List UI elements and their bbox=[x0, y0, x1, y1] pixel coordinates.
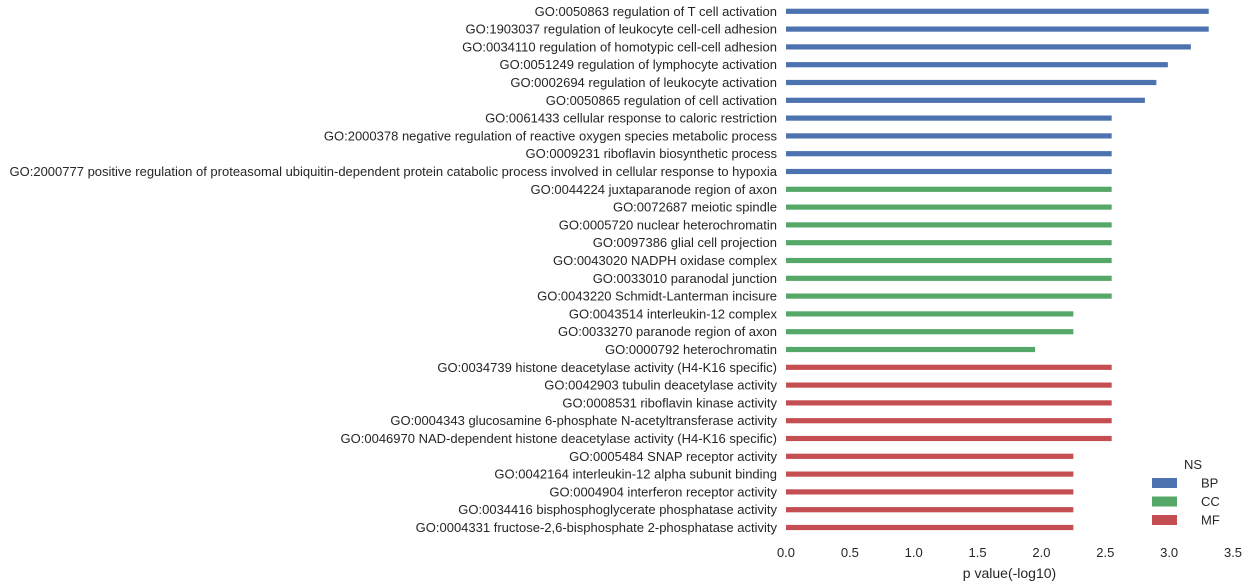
category-label: GO:0000792 heterochromatin bbox=[605, 342, 777, 357]
category-label: GO:0008531 riboflavin kinase activity bbox=[562, 395, 777, 410]
x-tick-label: 2.5 bbox=[1096, 545, 1114, 560]
bar-cc bbox=[786, 222, 1112, 228]
bar-bp bbox=[786, 97, 1145, 103]
x-tick-label: 3.0 bbox=[1160, 545, 1178, 560]
bar-bp bbox=[786, 115, 1112, 121]
x-axis-title: p value(-log10) bbox=[963, 565, 1056, 581]
category-label: GO:0043020 NADPH oxidase complex bbox=[553, 253, 778, 268]
bars-layer bbox=[786, 8, 1209, 531]
bar-cc bbox=[786, 293, 1112, 299]
category-label: GO:0005484 SNAP receptor activity bbox=[569, 449, 777, 464]
category-label: GO:1903037 regulation of leukocyte cell-… bbox=[466, 22, 777, 37]
legend-swatch-cc bbox=[1152, 496, 1177, 507]
bar-bp bbox=[786, 168, 1112, 175]
x-tick-label: 3.5 bbox=[1224, 545, 1242, 560]
x-tick-label: 2.0 bbox=[1032, 545, 1050, 560]
category-label: GO:2000378 negative regulation of reacti… bbox=[324, 128, 778, 143]
category-label: GO:0034416 bisphosphoglycerate phosphata… bbox=[458, 502, 777, 517]
legend-label: CC bbox=[1201, 494, 1220, 509]
legend-title: NS bbox=[1184, 457, 1202, 472]
bar-bp bbox=[786, 133, 1112, 139]
legend-entries: BP CC MF bbox=[1152, 476, 1220, 528]
bar-cc bbox=[786, 346, 1036, 353]
category-label: GO:0002694 regulation of leukocyte activ… bbox=[510, 75, 777, 90]
category-label: GO:0033270 paranode region of axon bbox=[558, 324, 777, 339]
category-label: GO:0050863 regulation of T cell activati… bbox=[535, 4, 777, 19]
bar-mf bbox=[786, 364, 1112, 370]
x-tick-label: 0.5 bbox=[841, 545, 859, 560]
category-labels: GO:0050863 regulation of T cell activati… bbox=[10, 4, 778, 535]
bar-cc bbox=[786, 240, 1112, 246]
category-label: GO:0043514 interleukin-12 complex bbox=[569, 306, 778, 321]
bar-bp bbox=[786, 79, 1157, 86]
bar-bp bbox=[786, 151, 1112, 157]
category-label: GO:0042903 tubulin deacetylase activity bbox=[544, 378, 777, 393]
bar-cc bbox=[786, 204, 1112, 210]
bar-mf bbox=[786, 382, 1112, 388]
category-label: GO:0044224 juxtaparanode region of axon bbox=[531, 182, 777, 197]
category-label: GO:0009231 riboflavin biosynthetic proce… bbox=[526, 146, 778, 161]
category-label: GO:0046970 NAD-dependent histone deacety… bbox=[341, 431, 777, 446]
bar-mf bbox=[786, 418, 1112, 424]
category-label: GO:0004343 glucosamine 6-phosphate N-ace… bbox=[390, 413, 777, 428]
legend-label: MF bbox=[1201, 513, 1220, 528]
legend-label: BP bbox=[1201, 476, 1218, 491]
bar-bp bbox=[786, 8, 1209, 14]
category-label: GO:0004331 fructose-2,6-bisphosphate 2-p… bbox=[416, 520, 778, 535]
x-tick-label: 1.5 bbox=[969, 545, 987, 560]
bar-mf bbox=[786, 400, 1112, 406]
category-label: GO:0034739 histone deacetylase activity … bbox=[437, 360, 777, 375]
category-label: GO:0097386 glial cell projection bbox=[593, 235, 777, 250]
bar-cc bbox=[786, 311, 1074, 317]
legend: NS BP CC MF bbox=[1152, 457, 1220, 528]
x-tick-label: 0.0 bbox=[777, 545, 795, 560]
category-label: GO:2000777 positive regulation of protea… bbox=[10, 164, 778, 179]
bar-mf bbox=[786, 507, 1074, 513]
category-label: GO:0061433 cellular response to caloric … bbox=[485, 111, 777, 126]
legend-swatch-bp bbox=[1152, 478, 1177, 488]
category-label: GO:0051249 regulation of lymphocyte acti… bbox=[499, 57, 777, 72]
bar-mf bbox=[786, 471, 1074, 477]
bar-mf bbox=[786, 524, 1074, 531]
category-label: GO:0034110 regulation of homotypic cell-… bbox=[462, 39, 777, 54]
category-label: GO:0004904 interferon receptor activity bbox=[549, 484, 777, 499]
category-label: GO:0043220 Schmidt-Lanterman incisure bbox=[537, 289, 777, 304]
bar-cc bbox=[786, 257, 1112, 264]
category-label: GO:0042164 interleukin-12 alpha subunit … bbox=[494, 467, 777, 482]
x-tick-label: 1.0 bbox=[905, 545, 923, 560]
bar-cc bbox=[786, 275, 1112, 281]
bar-bp bbox=[786, 44, 1191, 50]
category-label: GO:0005720 nuclear heterochromatin bbox=[559, 217, 777, 232]
bar-cc bbox=[786, 329, 1074, 335]
legend-swatch-mf bbox=[1152, 515, 1177, 525]
bar-cc bbox=[786, 186, 1112, 192]
category-label: GO:0072687 meiotic spindle bbox=[613, 200, 777, 215]
bar-mf bbox=[786, 435, 1112, 442]
category-label: GO:0050865 regulation of cell activation bbox=[546, 93, 777, 108]
bar-mf bbox=[786, 453, 1074, 459]
bar-bp bbox=[786, 26, 1209, 32]
x-axis-ticks: 0.0 0.5 1.0 1.5 2.0 2.5 3.0 3.5 bbox=[777, 545, 1242, 560]
bar-mf bbox=[786, 489, 1074, 495]
bar-bp bbox=[786, 62, 1168, 68]
category-label: GO:0033010 paranodal junction bbox=[593, 271, 777, 286]
